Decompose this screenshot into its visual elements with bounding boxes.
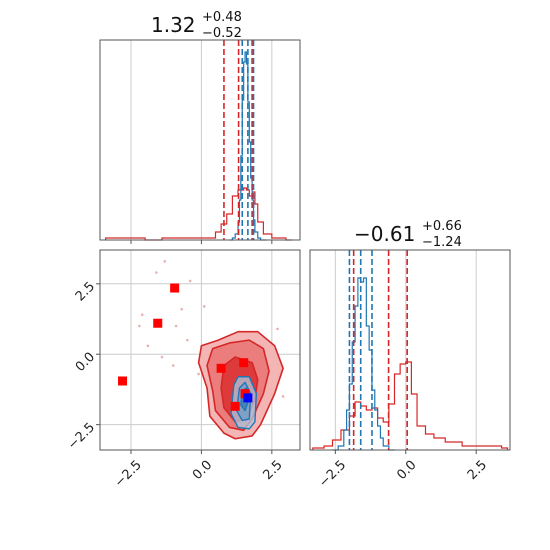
- joint-scatter-point-10: [276, 327, 279, 331]
- joint-scatter-point-11: [138, 324, 141, 328]
- joint-scatter-point-8: [202, 305, 206, 308]
- marginal1-background: [100, 40, 300, 240]
- marginal2-border: [309, 249, 511, 451]
- joint-scatter-point-7: [186, 338, 189, 342]
- marginal1-panel: [99, 39, 301, 244]
- joint-xtick-label-2: 2.5: [260, 458, 285, 483]
- marginal1-border: [99, 39, 301, 241]
- marginal2-xtick-label-2: 2.5: [465, 458, 490, 483]
- joint-scatter-point-3: [146, 344, 150, 348]
- marginal2-blue-hist: [332, 277, 395, 451]
- joint-red-marker-1: [153, 318, 163, 328]
- joint-red-marker-5: [230, 401, 240, 411]
- joint-scatter-point-0: [163, 259, 167, 263]
- marginal2-title: −0.61 +0.66 −1.24: [354, 219, 462, 250]
- joint-ytick-label-2: 2.5: [73, 279, 98, 304]
- joint-scatter-point-13: [197, 372, 200, 376]
- joint-border: [99, 249, 301, 451]
- marginal1-title-value: 1.32: [151, 13, 196, 37]
- marginal2-panel: −2.5 0.0 2.5: [309, 249, 511, 491]
- joint-scatter-point-5: [188, 279, 192, 283]
- joint-xtick-label-0: −2.5: [112, 458, 145, 491]
- marginal2-title-value: −0.61: [354, 222, 415, 246]
- marginal2-xtick-label-0: −2.5: [316, 458, 349, 491]
- marginal1-title-sub: −0.52: [202, 26, 242, 41]
- joint-red-marker-2: [118, 376, 128, 386]
- marginal2-xtick-label-1: 0.0: [394, 458, 419, 483]
- joint-scatter-point-12: [160, 355, 164, 359]
- joint-blue-marker-0: [243, 393, 253, 403]
- marginal1-title-sup: +0.48: [202, 10, 242, 25]
- joint-ytick-label-0: −2.5: [65, 420, 98, 453]
- joint-scatter-point-6: [171, 364, 175, 367]
- marginal1-title: 1.32 +0.48 −0.52: [151, 10, 242, 41]
- marginal2-background: [310, 250, 510, 450]
- joint-red-marker-4: [239, 358, 249, 368]
- joint-xtick-label-1: 0.0: [190, 458, 215, 483]
- marginal2-title-sup: +0.66: [422, 219, 462, 234]
- joint-scatter-point-14: [174, 324, 178, 328]
- joint-ytick-label-1: 0.0: [73, 350, 98, 375]
- joint-red-marker-3: [216, 363, 226, 373]
- marginal2-title-sub: −1.24: [422, 235, 462, 250]
- joint-panel: −2.5 0.0 2.5 −2.5 0.0 2.5: [65, 249, 301, 491]
- joint-scatter-point-4: [180, 307, 183, 311]
- joint-scatter-point-1: [155, 271, 158, 274]
- joint-scatter-point-2: [140, 313, 144, 317]
- joint-red-marker-0: [170, 283, 180, 293]
- joint-scatter-point-9: [281, 395, 285, 398]
